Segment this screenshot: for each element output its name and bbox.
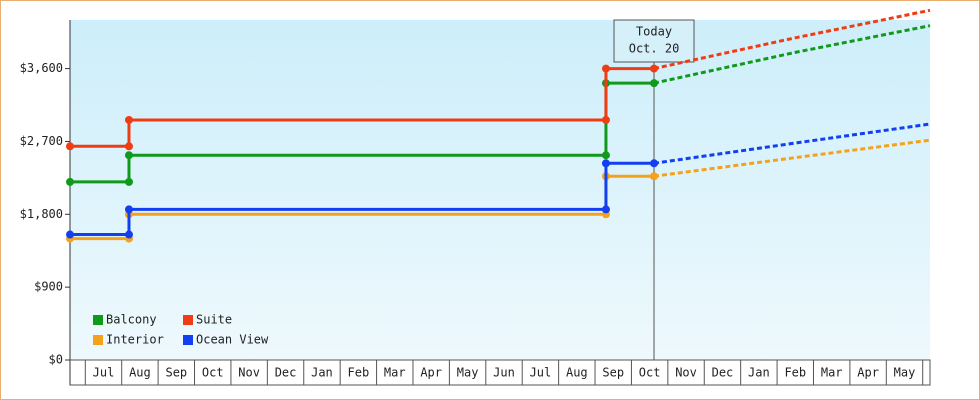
forecast-line <box>653 24 931 85</box>
point <box>66 177 74 186</box>
legend-label: Suite <box>196 313 232 327</box>
x-tick-label: May <box>894 366 916 380</box>
today-label: Today <box>636 25 672 39</box>
x-tick-label: Sep <box>602 366 624 380</box>
y-tick-label: $1,800 <box>20 207 63 221</box>
x-tick-label: Jan <box>748 366 770 380</box>
x-tick-label: Jul <box>530 366 552 380</box>
x-tick-label: Oct <box>202 366 224 380</box>
x-tick-label: Jul <box>93 366 115 380</box>
legend-label: Interior <box>106 333 164 347</box>
point <box>650 172 659 181</box>
today-box <box>613 19 695 63</box>
legend-swatch <box>183 315 193 325</box>
x-tick-label: Nov <box>238 366 260 380</box>
point <box>124 230 133 239</box>
point <box>124 142 133 151</box>
series-line <box>70 67 655 148</box>
legend-label: Balcony <box>106 313 157 327</box>
x-tick-label: Dec <box>712 366 734 380</box>
x-tick-label: Feb <box>784 366 806 380</box>
point <box>650 159 659 168</box>
point <box>601 64 610 73</box>
x-axis-band <box>69 359 931 386</box>
x-tick-label: Aug <box>566 366 588 380</box>
plot-area <box>70 20 930 360</box>
series-line <box>70 81 655 184</box>
forecast-line <box>653 138 931 178</box>
y-tick-label: $2,700 <box>20 134 63 148</box>
x-tick-label: Apr <box>420 366 442 380</box>
y-tick-label: $3,600 <box>20 61 63 75</box>
x-tick-label: Jan <box>311 366 333 380</box>
point <box>601 205 610 214</box>
point <box>601 151 610 160</box>
x-tick-label: Mar <box>384 366 406 380</box>
x-tick-label: Jun <box>493 366 515 380</box>
point <box>124 205 133 214</box>
series-line <box>70 174 655 241</box>
x-tick-label: Mar <box>821 366 843 380</box>
point <box>124 151 133 160</box>
forecast-line <box>653 122 931 165</box>
legend-swatch <box>93 315 103 325</box>
y-tick-label: $900 <box>34 280 63 294</box>
y-tick-label: $0 <box>49 353 63 367</box>
x-tick-label: Nov <box>675 366 697 380</box>
x-tick-label: Oct <box>639 366 661 380</box>
series-line <box>70 161 655 237</box>
point <box>601 159 610 168</box>
x-tick-label: Dec <box>275 366 297 380</box>
x-tick-label: May <box>457 366 479 380</box>
x-tick-label: Sep <box>165 366 187 380</box>
x-tick-label: Feb <box>348 366 370 380</box>
legend-label: Ocean View <box>196 333 269 347</box>
forecast-line <box>653 8 931 71</box>
point <box>650 79 659 88</box>
x-tick-label: Aug <box>129 366 151 380</box>
legend-swatch <box>93 335 103 345</box>
point <box>601 115 610 124</box>
point <box>66 230 74 239</box>
point <box>66 142 74 151</box>
today-label: Oct. 20 <box>629 42 680 56</box>
point <box>124 115 133 124</box>
point <box>124 177 133 186</box>
point <box>650 64 659 73</box>
legend-swatch <box>183 335 193 345</box>
x-tick-label: Apr <box>857 366 879 380</box>
